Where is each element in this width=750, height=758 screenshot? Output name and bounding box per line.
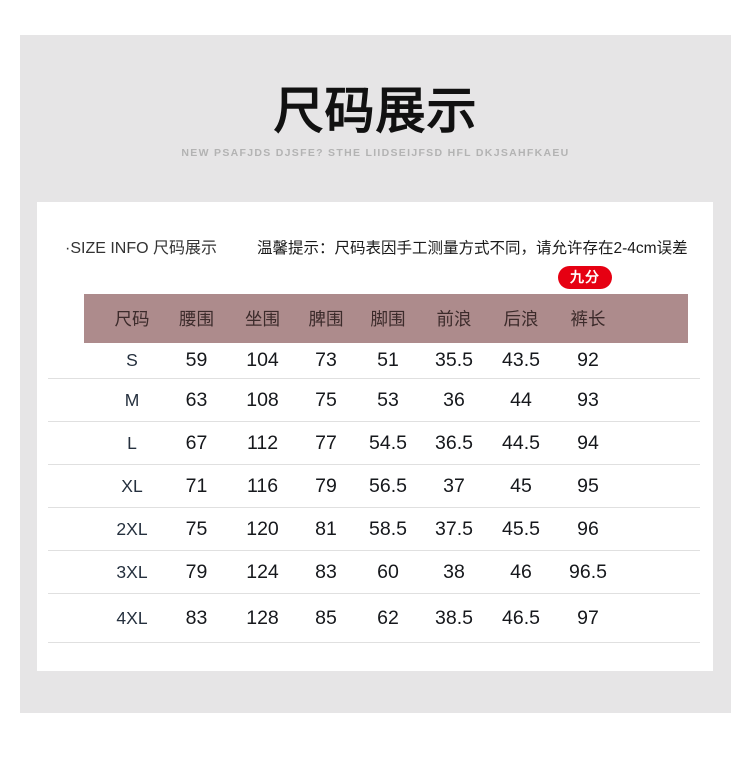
table-row: 3XL 79 124 83 60 38 46 96.5 — [48, 551, 700, 594]
value-cell: 75 — [185, 517, 208, 540]
value-cell: 37 — [443, 474, 465, 497]
value-cell: 62 — [377, 606, 399, 629]
value-cell: 67 — [185, 431, 208, 454]
header-cell: 脚围 — [370, 309, 406, 329]
value-cell: 77 — [315, 431, 337, 454]
value-cell: 79 — [315, 474, 337, 497]
value-cell: 83 — [315, 560, 337, 583]
value-cell: 54.5 — [369, 431, 407, 454]
content-panel: ·SIZE INFO 尺码展示 温馨提示：尺码表因手工测量方式不同，请允许存在2… — [37, 202, 713, 671]
value-cell: 36.5 — [435, 431, 473, 454]
size-chart-card: 尺码展示 NEW PSAFJDS DJSFE? STHE LIIDSEIJFSD… — [20, 35, 731, 713]
value-cell: 96 — [577, 517, 599, 540]
table-header-row: 尺码 腰围 坐围 脾围 脚围 前浪 后浪 裤长 — [84, 294, 688, 343]
header-cell: 脾围 — [308, 309, 344, 329]
value-cell: 128 — [246, 606, 279, 629]
header-cell: 腰围 — [179, 309, 214, 329]
value-cell: 120 — [246, 517, 279, 540]
value-cell: 60 — [377, 560, 399, 583]
table-row: 4XL 83 128 85 62 38.5 46.5 97 — [48, 594, 700, 643]
value-cell: 124 — [246, 560, 279, 583]
value-cell: 97 — [577, 606, 599, 629]
value-cell: 46 — [510, 560, 532, 583]
value-cell: 108 — [246, 388, 279, 411]
value-cell: 45 — [510, 474, 532, 497]
value-cell: 43.5 — [502, 349, 540, 371]
value-cell: 85 — [315, 606, 337, 629]
header-cell: 后浪 — [503, 309, 539, 329]
table-row: S 59 104 73 51 35.5 43.5 92 — [48, 343, 700, 379]
value-cell: 79 — [185, 560, 208, 583]
value-cell: 35.5 — [435, 349, 473, 371]
page-subtitle: NEW PSAFJDS DJSFE? STHE LIIDSEIJFSD HFL … — [181, 147, 570, 159]
value-cell: 44.5 — [502, 431, 540, 454]
size-label: M — [124, 389, 140, 410]
value-cell: 73 — [315, 349, 337, 371]
value-cell: 45.5 — [502, 517, 540, 540]
size-label: 4XL — [116, 607, 148, 628]
value-cell: 58.5 — [369, 517, 407, 540]
table-row: XL 71 116 79 56.5 37 45 95 — [48, 465, 700, 508]
value-cell: 83 — [185, 606, 208, 629]
value-cell: 95 — [577, 474, 599, 497]
size-label: S — [126, 350, 138, 370]
length-badge: 九分 — [558, 266, 612, 289]
size-label: L — [127, 432, 137, 453]
table-row: 2XL 75 120 81 58.5 37.5 45.5 96 — [48, 508, 700, 551]
value-cell: 37.5 — [435, 517, 473, 540]
value-cell: 36 — [443, 388, 465, 411]
value-cell: 51 — [377, 349, 399, 371]
value-cell: 59 — [185, 349, 208, 371]
value-cell: 104 — [246, 349, 279, 371]
size-label: XL — [121, 475, 143, 496]
value-cell: 46.5 — [502, 606, 540, 629]
value-cell: 81 — [315, 517, 337, 540]
page-title: 尺码展示 — [273, 83, 478, 139]
table-row: L 67 112 77 54.5 36.5 44.5 94 — [48, 422, 700, 465]
value-cell: 38.5 — [435, 606, 473, 629]
value-cell: 71 — [185, 474, 208, 497]
value-cell: 56.5 — [369, 474, 407, 497]
table-row: M 63 108 75 53 36 44 93 — [48, 379, 700, 422]
value-cell: 116 — [246, 474, 279, 497]
value-cell: 93 — [577, 388, 599, 411]
value-cell: 44 — [510, 388, 532, 411]
header-cell: 尺码 — [114, 309, 150, 329]
section-label: ·SIZE INFO 尺码展示 — [65, 240, 218, 257]
value-cell: 112 — [246, 431, 279, 454]
header-cell: 前浪 — [436, 309, 472, 329]
header-cell: 坐围 — [245, 309, 280, 329]
value-cell: 92 — [577, 349, 599, 371]
value-cell: 94 — [577, 431, 599, 454]
value-cell: 53 — [377, 388, 399, 411]
value-cell: 63 — [185, 388, 208, 411]
value-cell: 96.5 — [569, 560, 607, 583]
measurement-tip: 温馨提示：尺码表因手工测量方式不同，请允许存在2-4cm误差 — [257, 240, 688, 257]
table-body: S 59 104 73 51 35.5 43.5 92 M 63 108 75 53 36 44 93 L 67 1… — [48, 343, 700, 643]
header-cell: 裤长 — [570, 309, 606, 329]
size-table: 尺码 腰围 坐围 脾围 脚围 前浪 后浪 裤长 S 59 104 73 51 35.5 43.5 92 M 63… — [48, 294, 700, 643]
value-cell: 38 — [443, 560, 465, 583]
size-label: 2XL — [116, 518, 148, 539]
size-label: 3XL — [116, 561, 148, 582]
value-cell: 75 — [315, 388, 337, 411]
